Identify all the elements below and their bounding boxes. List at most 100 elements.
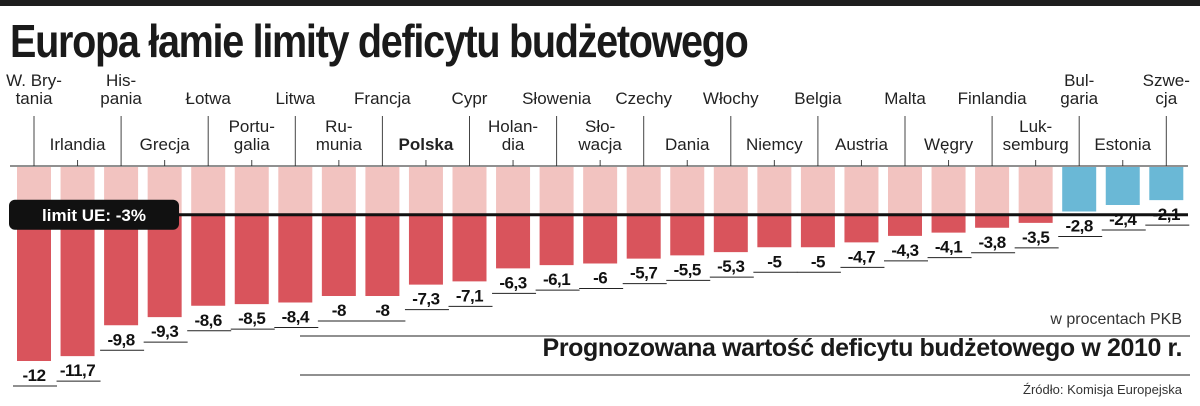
bar-25 xyxy=(1105,167,1140,205)
value-label: -4,1 xyxy=(935,238,962,257)
bars xyxy=(17,167,1184,361)
category-label-line: wacja xyxy=(577,135,622,154)
category-label-line: Sło- xyxy=(585,117,615,136)
bar-21-to-limit xyxy=(931,167,966,215)
category-label: Portu-galia xyxy=(229,117,275,154)
bar-7 xyxy=(321,214,356,296)
category-label-line: Holan- xyxy=(488,117,538,136)
bar-8-to-limit xyxy=(365,167,400,215)
category-label-line: Grecja xyxy=(140,135,191,154)
bar-12-to-limit xyxy=(539,167,574,215)
bar-17 xyxy=(757,214,792,248)
category-label: Bul-garia xyxy=(1060,71,1098,108)
value-label: -4,7 xyxy=(848,247,875,266)
category-label: Irlandia xyxy=(50,135,106,154)
bar-21 xyxy=(931,214,966,233)
value-label: -9,3 xyxy=(151,322,178,341)
bar-12 xyxy=(539,214,574,266)
bar-4 xyxy=(191,214,226,306)
bar-6 xyxy=(278,214,313,303)
category-label: Austria xyxy=(835,135,888,154)
bar-18 xyxy=(800,214,835,248)
value-label: -3,8 xyxy=(978,233,1005,252)
category-label-line: Słowenia xyxy=(522,89,592,108)
category-label-line: Malta xyxy=(884,89,926,108)
limit-badge-bg xyxy=(9,199,179,230)
category-label: Włochy xyxy=(703,89,759,108)
category-label-line: Finlandia xyxy=(958,89,1028,108)
bar-6-to-limit xyxy=(278,167,313,215)
value-label: -8 xyxy=(375,301,389,320)
bar-11 xyxy=(496,214,531,269)
value-label: -3,5 xyxy=(1022,228,1049,247)
category-label-line: dia xyxy=(502,135,525,154)
value-label: -12 xyxy=(22,366,45,385)
category-label-line: Włochy xyxy=(703,89,759,108)
category-label: Grecja xyxy=(140,135,191,154)
category-label: Szwe-cja xyxy=(1143,71,1190,108)
category-label: Litwa xyxy=(275,89,315,108)
bar-11-to-limit xyxy=(496,167,531,215)
bar-0 xyxy=(17,214,51,361)
bar-16-to-limit xyxy=(713,167,748,215)
category-label-line: His- xyxy=(106,71,136,90)
category-label: Sło-wacja xyxy=(577,117,622,154)
bar-19-to-limit xyxy=(844,167,879,215)
category-label-line: Cypr xyxy=(452,89,488,108)
bar-9-to-limit xyxy=(408,167,443,215)
bar-8 xyxy=(365,214,400,296)
bar-20 xyxy=(888,214,922,236)
value-label: -7,1 xyxy=(456,286,483,305)
category-label-line: semburg xyxy=(1003,135,1069,154)
category-label: Finlandia xyxy=(958,89,1028,108)
bar-14-to-limit xyxy=(626,167,661,215)
bar-23-to-limit xyxy=(1018,167,1053,215)
value-label: -8,5 xyxy=(238,309,265,328)
value-label: -2,4 xyxy=(1109,210,1137,229)
value-label: -5 xyxy=(811,252,825,271)
bar-23 xyxy=(1018,214,1053,223)
bar-4-to-limit xyxy=(191,167,226,215)
category-label: Cypr xyxy=(452,89,488,108)
category-label-line: Estonia xyxy=(1094,135,1151,154)
value-label: -7,3 xyxy=(412,290,439,309)
bar-15 xyxy=(670,214,705,256)
bar-18-to-limit xyxy=(800,167,835,215)
category-label-line: Ru- xyxy=(325,117,352,136)
bar-22-to-limit xyxy=(975,167,1010,215)
limit-badge: limit UE: -3% xyxy=(9,199,179,230)
category-label: Holan-dia xyxy=(488,117,538,154)
leader-lines xyxy=(33,116,1167,166)
category-label-line: Portu- xyxy=(229,117,275,136)
category-label-line: Bul- xyxy=(1064,71,1094,90)
bar-5-to-limit xyxy=(234,167,269,215)
value-label: -8 xyxy=(332,301,346,320)
category-label-line: Szwe- xyxy=(1143,71,1190,90)
value-label: -11,7 xyxy=(60,361,95,380)
value-label: -2,1 xyxy=(1153,205,1180,224)
category-label: Malta xyxy=(884,89,926,108)
category-label: Estonia xyxy=(1094,135,1151,154)
chart-subtitle: Prognozowana wartość deficytu budżetoweg… xyxy=(542,334,1183,362)
category-label-line: garia xyxy=(1060,89,1098,108)
value-label: -4,3 xyxy=(891,241,918,260)
category-label: Ru-munia xyxy=(316,117,363,154)
unit-note: w procentach PKB xyxy=(1050,311,1182,328)
value-label: -9,8 xyxy=(107,330,134,349)
category-label: W. Bry-tania xyxy=(6,71,62,108)
category-label: Polska xyxy=(399,135,454,154)
category-label: Luk-semburg xyxy=(1003,117,1069,154)
category-label-line: tania xyxy=(16,89,53,108)
category-label-line: Niemcy xyxy=(746,135,803,154)
value-label: -8,4 xyxy=(282,308,310,327)
category-label-line: Polska xyxy=(399,135,454,154)
bar-13-to-limit xyxy=(583,167,618,215)
bar-1 xyxy=(60,214,95,357)
category-label: Niemcy xyxy=(746,135,803,154)
bar-7-to-limit xyxy=(321,167,356,215)
category-label-line: Austria xyxy=(835,135,888,154)
value-label: -6 xyxy=(593,269,607,288)
limit-label: limit UE: -3% xyxy=(42,206,146,225)
category-label-line: Luk- xyxy=(1019,117,1052,136)
category-label-line: pania xyxy=(100,89,142,108)
